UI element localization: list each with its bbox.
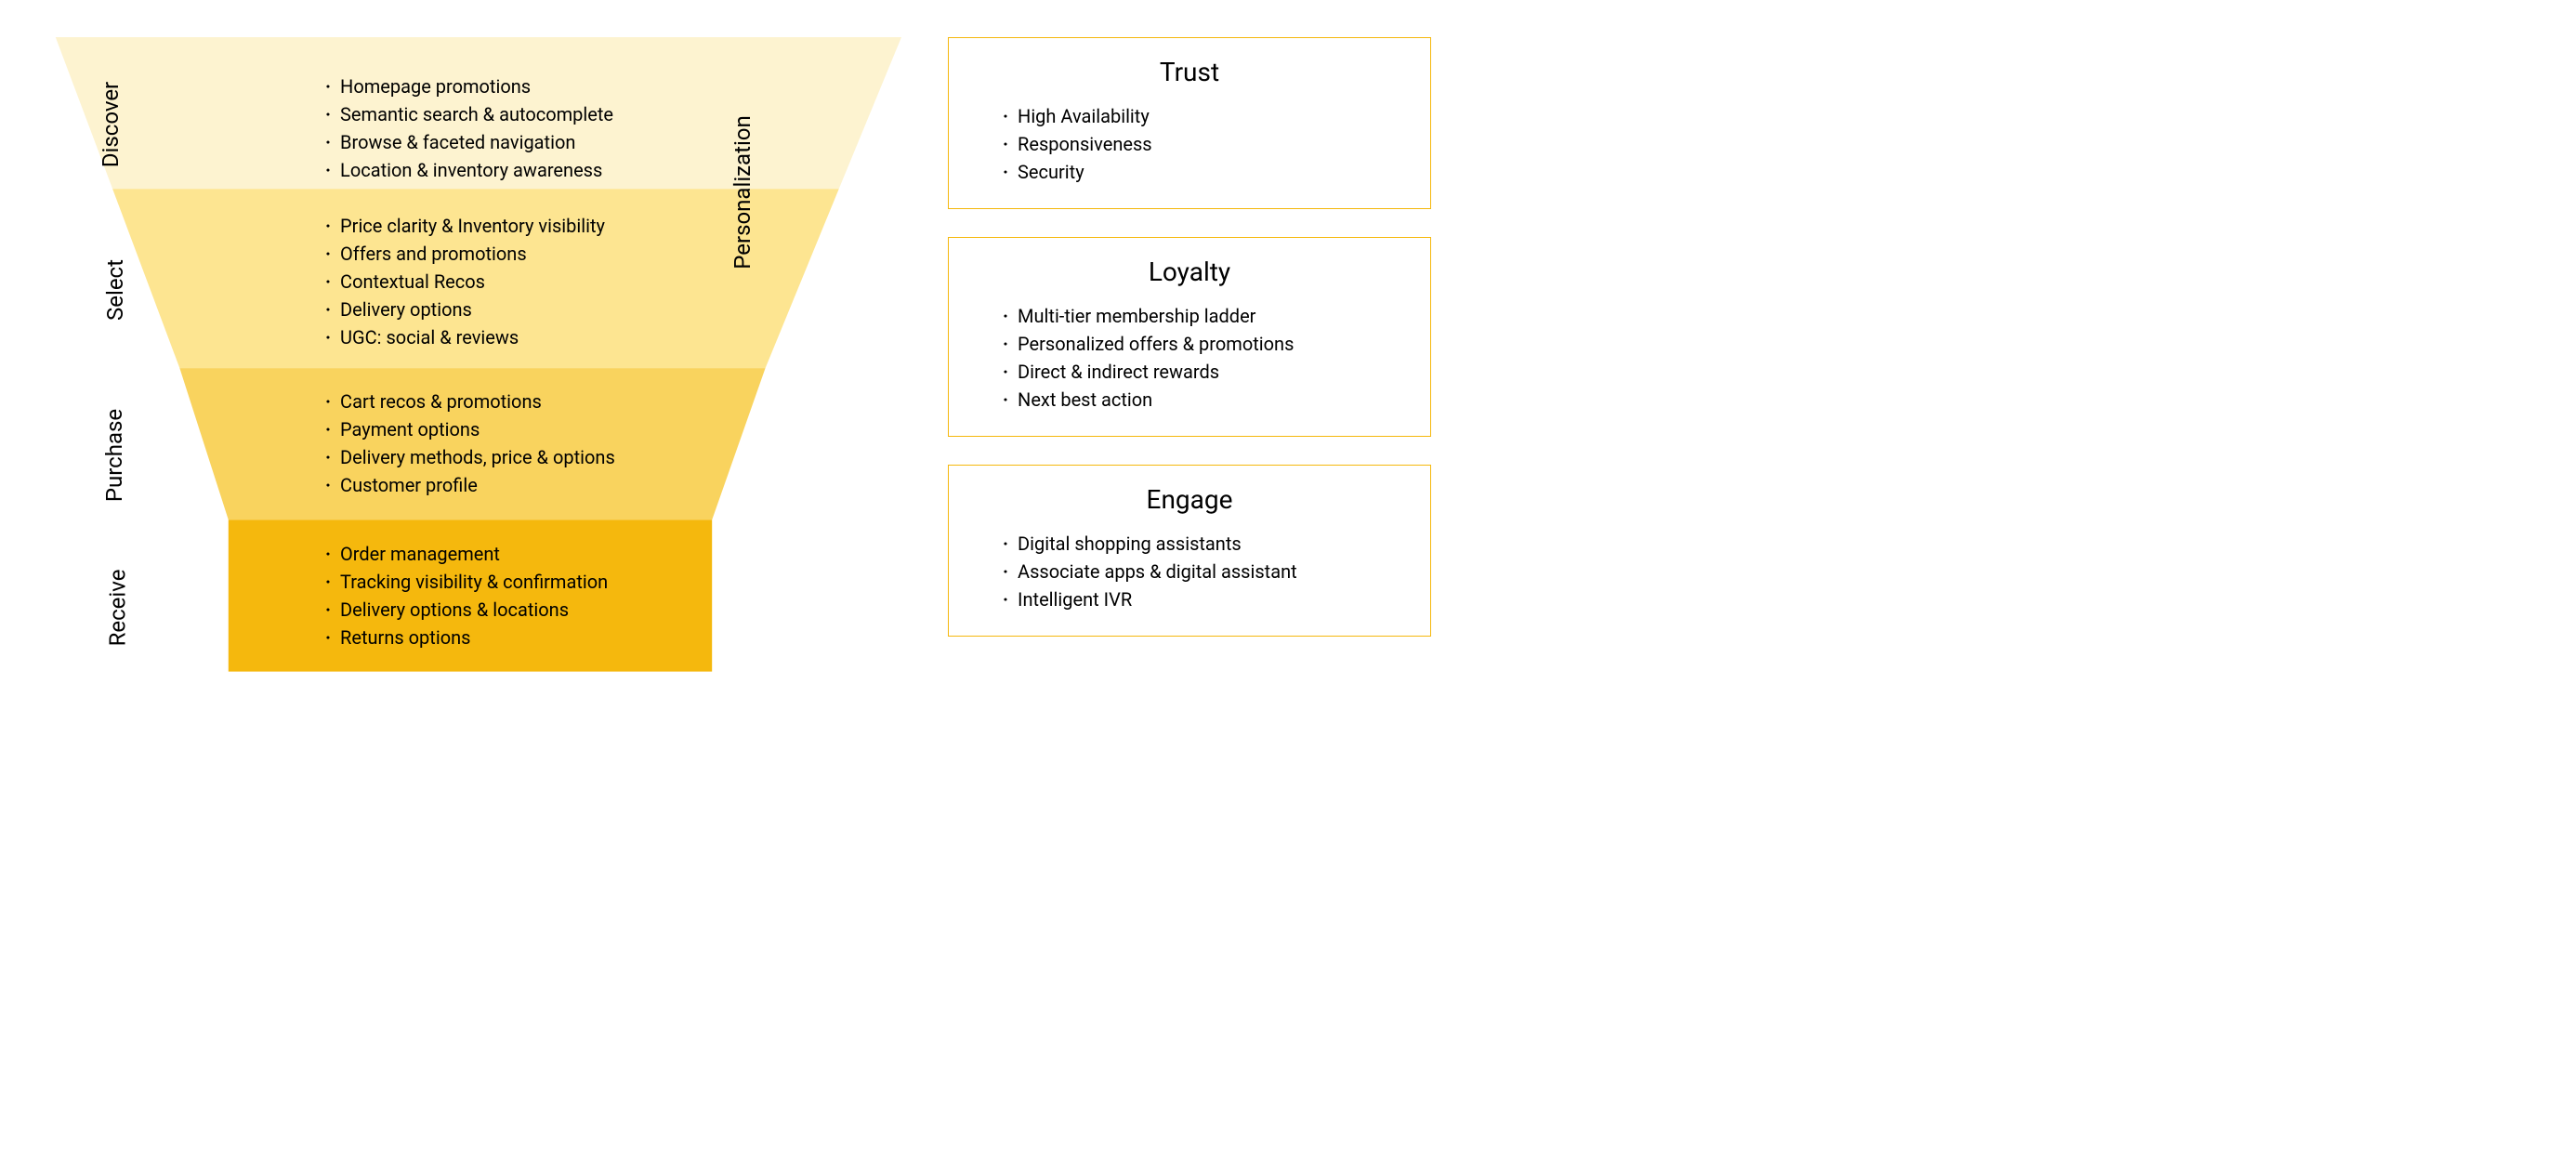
- stage-item: Price clarity & Inventory visibility: [325, 212, 605, 240]
- stage-item: Order management: [325, 540, 608, 568]
- info-box-item: Next best action: [1003, 386, 1402, 414]
- stage-item: Customer profile: [325, 471, 615, 499]
- info-box-item: Multi-tier membership ladder: [1003, 302, 1402, 330]
- stage-items-select: Price clarity & Inventory visibilityOffe…: [325, 212, 605, 351]
- stage-items-receive: Order managementTracking visibility & co…: [325, 540, 608, 651]
- info-box-title: Trust: [977, 57, 1402, 87]
- stage-label-select: Select: [102, 259, 128, 321]
- info-box-item: Associate apps & digital assistant: [1003, 558, 1402, 585]
- stage-item: Returns options: [325, 624, 608, 651]
- info-box-engage: Engage Digital shopping assistantsAssocia…: [948, 465, 1431, 637]
- stage-item: Delivery methods, price & options: [325, 443, 615, 471]
- info-box-item: Intelligent IVR: [1003, 585, 1402, 613]
- info-box-title: Loyalty: [977, 256, 1402, 287]
- stage-item: Payment options: [325, 415, 615, 443]
- info-box-trust: Trust High AvailabilityResponsivenessSecu…: [948, 37, 1431, 209]
- stage-item: Homepage promotions: [325, 72, 613, 100]
- stage-item: Contextual Recos: [325, 268, 605, 296]
- stage-item: Cart recos & promotions: [325, 388, 615, 415]
- stage-item: UGC: social & reviews: [325, 323, 605, 351]
- info-box-item: High Availability: [1003, 102, 1402, 130]
- stage-item: Location & inventory awareness: [325, 156, 613, 184]
- boxes-section: Trust High AvailabilityResponsivenessSecu…: [948, 37, 1431, 686]
- stage-item: Offers and promotions: [325, 240, 605, 268]
- info-box-loyalty: Loyalty Multi-tier membership ladderPerso…: [948, 237, 1431, 437]
- personalization-label: Personalization: [729, 116, 756, 270]
- stage-label-receive: Receive: [104, 569, 130, 646]
- funnel-section: Discover Select Purchase Receive Personaliza…: [37, 37, 901, 686]
- info-box-list: High AvailabilityResponsivenessSecurity: [977, 102, 1402, 186]
- stage-item: Semantic search & autocomplete: [325, 100, 613, 128]
- info-box-title: Engage: [977, 484, 1402, 515]
- info-box-item: Direct & indirect rewards: [1003, 358, 1402, 386]
- stage-item: Delivery options & locations: [325, 596, 608, 624]
- info-box-item: Personalized offers & promotions: [1003, 330, 1402, 358]
- stage-item: Delivery options: [325, 296, 605, 323]
- info-box-item: Digital shopping assistants: [1003, 530, 1402, 558]
- info-box-list: Digital shopping assistantsAssociate app…: [977, 530, 1402, 613]
- stage-item: Browse & faceted navigation: [325, 128, 613, 156]
- stage-label-purchase: Purchase: [101, 409, 127, 502]
- info-box-item: Responsiveness: [1003, 130, 1402, 158]
- stage-label-discover: Discover: [98, 82, 124, 167]
- info-box-item: Security: [1003, 158, 1402, 186]
- stage-item: Tracking visibility & confirmation: [325, 568, 608, 596]
- info-box-list: Multi-tier membership ladderPersonalized…: [977, 302, 1402, 414]
- stage-items-purchase: Cart recos & promotionsPayment optionsDe…: [325, 388, 615, 499]
- stage-items-discover: Homepage promotionsSemantic search & aut…: [325, 72, 613, 184]
- diagram-container: Discover Select Purchase Receive Personaliza…: [37, 37, 1431, 686]
